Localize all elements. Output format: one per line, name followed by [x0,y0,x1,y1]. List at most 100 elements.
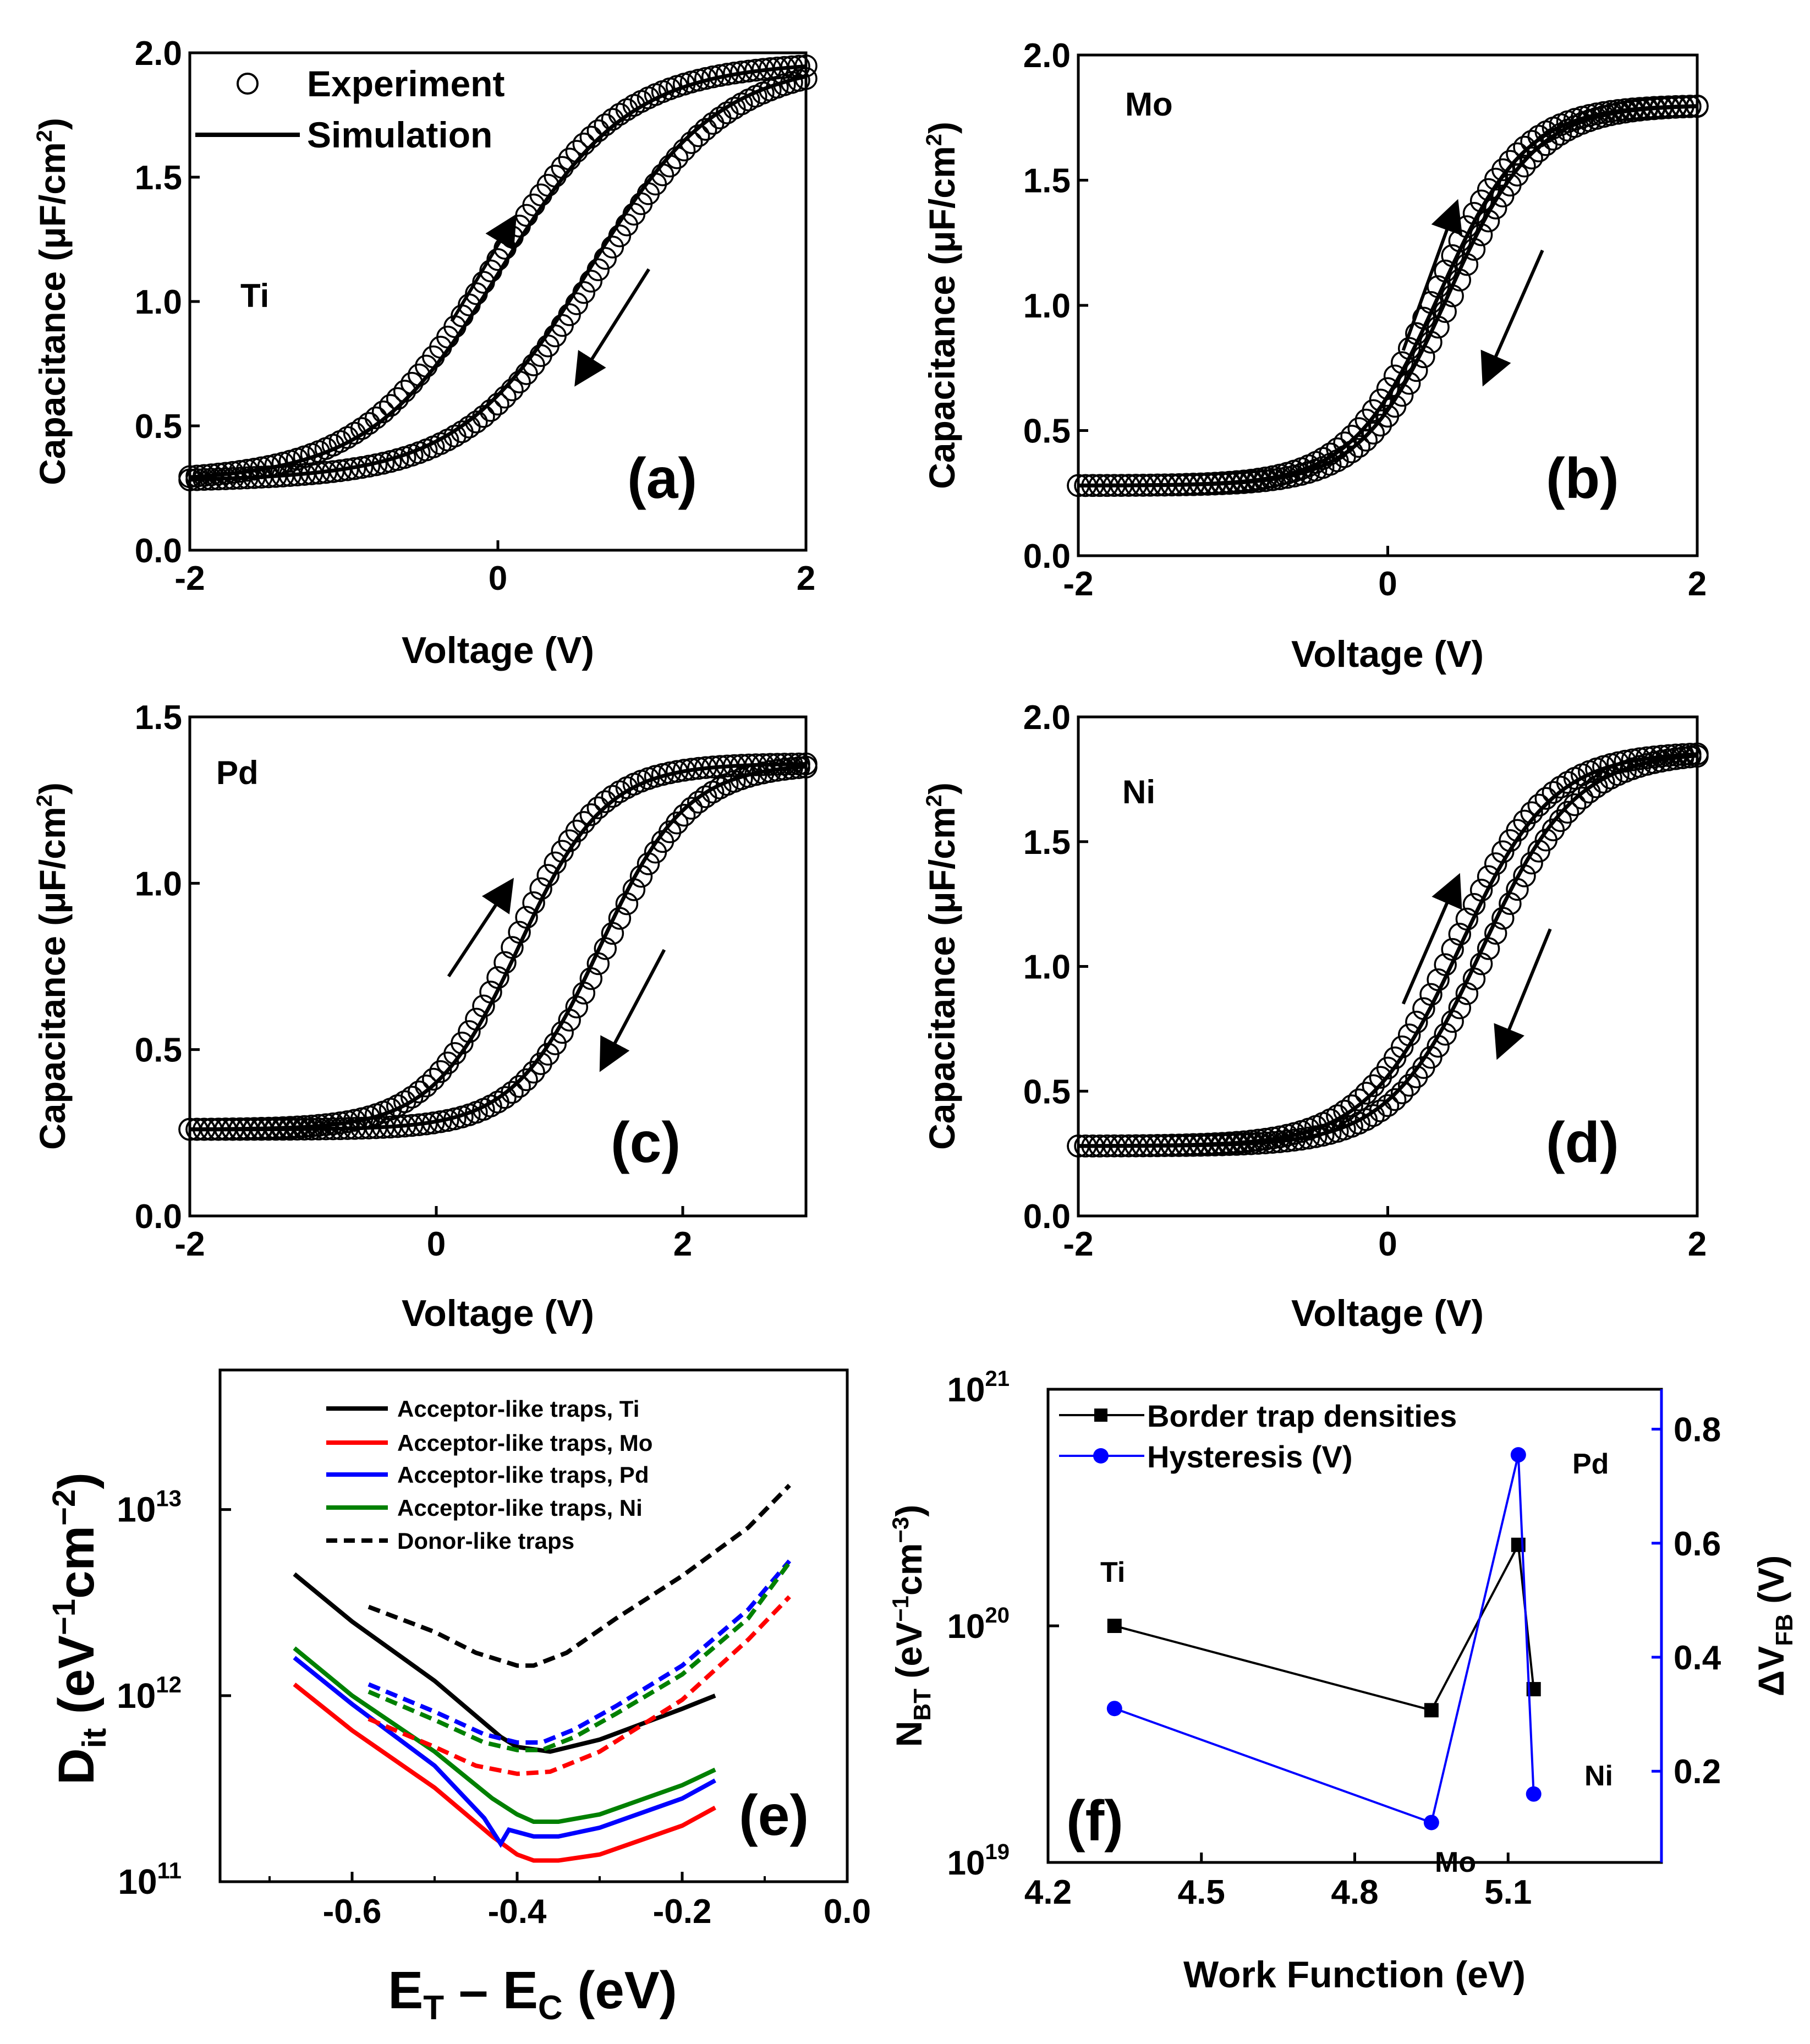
y-tick-label-left: 1019 [947,1840,1010,1882]
simulation-line [1078,753,1698,1148]
y-tick-label: 1.0 [1023,949,1071,987]
y-axis-label-right: ΔVFB (V) [1751,1555,1798,1696]
panel-label: (e) [739,1784,809,1848]
experiment-marker [1527,793,1550,817]
y-tick-label: 0.0 [135,1198,182,1236]
series-line [293,1646,716,1824]
x-axis-label: Voltage (V) [1291,633,1484,675]
data-point-square [1424,1703,1439,1718]
x-tick-label: 0 [1378,1225,1397,1263]
legend-label-mo: Acceptor-like traps, Mo [397,1430,652,1456]
experiment-marker [1520,801,1543,824]
data-layer [1067,742,1709,1158]
sweep-arrow-down [1480,249,1544,387]
tick-layer: 4.2 4.5 4.8 5.1 1019 1020 1021 0.2 0.4 0.6 0.8 [947,1367,1721,1911]
y-tick-label: 0.0 [135,532,182,570]
experiment-marker [1534,787,1558,810]
y-tick-label: 1.5 [135,699,182,737]
data-point-circle [1510,1447,1526,1463]
series-line [1114,1454,1535,1824]
y-tick-label: 0.5 [135,1032,182,1070]
legend-label-ni: Acceptor-like traps, Ni [397,1495,643,1521]
experiment-marker [400,1086,424,1109]
experiment-marker [1354,1082,1378,1105]
panel-label: (d) [1546,1111,1619,1175]
simulation-line [1078,104,1698,487]
experiment-marker [679,797,703,820]
y-tick-label-right: 0.8 [1674,1411,1721,1449]
x-tick-label: 0 [489,560,507,598]
plot-frame [1046,1388,1663,1864]
sweep-arrow-up [1401,873,1462,1005]
series-line [293,1656,716,1848]
x-tick-label: -0.4 [488,1893,547,1931]
metal-label: Ni [1122,774,1155,810]
panel-e: -0.6 -0.4 -0.2 0.0 1011 1012 1013 (e) ET – EC … [46,1368,871,2027]
y-axis-label: Capacitance (μF/cm2) [922,122,962,489]
y-tick-label: 2.0 [1023,699,1071,737]
experiment-marker [1354,429,1378,452]
simulation-line [189,74,807,482]
tick-layer: -2 0 2 0.0 0.5 1.0 1.5 2.0 [1023,37,1707,603]
y-tick-label-right: 0.6 [1674,1525,1721,1563]
experiment-marker [1376,1094,1400,1117]
experiment-marker [407,1080,431,1104]
series-line [368,1483,791,1668]
x-axis-label: Work Function (eV) [1183,1954,1526,1996]
point-label-mo: Mo [1435,1846,1476,1878]
experiment-marker [522,1060,545,1084]
panel-label: (b) [1546,447,1619,511]
y-tick-label: 0.5 [135,408,182,446]
experiment-marker [672,803,696,827]
legend-label-donor: Donor-like traps [397,1528,574,1554]
legend-marker-border-trap [1094,1409,1107,1422]
x-tick-label: 2 [797,560,815,598]
panel-a: -2 0 2 0.0 0.5 1.0 1.5 2.0 (a) Ti Voltage (V) C… [32,35,818,671]
experiment-marker [508,1075,531,1098]
y-tick-label: 0.5 [1023,413,1071,451]
simulation-line [1078,752,1698,1148]
simulation-line [190,764,807,1132]
y-tick-label: 2.0 [1023,37,1071,75]
y-tick-label: 1.5 [135,159,182,197]
legend-marker-hysteresis [1093,1448,1109,1464]
y-tick-label: 1.5 [1023,824,1071,862]
y-tick-label-right: 0.4 [1674,1639,1721,1677]
y-tick-label: 0.0 [1023,1198,1071,1236]
metal-label: Ti [240,277,269,314]
y-axis-label: Capacitance (μF/cm2) [922,782,962,1150]
legend-marker-experiment [237,73,259,95]
y-tick-label: 0.5 [1023,1073,1071,1111]
experiment-marker [1397,1073,1421,1097]
x-tick-label: -2 [1063,1225,1093,1263]
point-label-ti: Ti [1100,1557,1125,1588]
experiment-marker [601,785,624,808]
sweep-arrow-down [599,949,666,1072]
panel-label: (c) [611,1111,681,1175]
y-tick-label-right: 0.2 [1674,1753,1721,1791]
x-axis-label: ET – EC (eV) [388,1961,677,2027]
panel-b: -2 0 2 0.0 0.5 1.0 1.5 2.0 (b) Mo Voltage (V) C… [922,37,1709,675]
data-point-circle [1423,1815,1439,1831]
x-tick-label: -2 [174,560,205,598]
data-point-circle [1526,1786,1542,1802]
x-tick-label: 0 [1378,565,1397,603]
series-line [368,1595,791,1776]
experiment-marker [429,1060,452,1083]
data-layer [1067,94,1709,497]
x-axis-label: Voltage (V) [1291,1292,1484,1334]
data-layer [178,54,818,491]
y-tick-label-left: 1021 [947,1367,1010,1409]
panel-f: 4.2 4.5 4.8 5.1 1019 1020 1021 0.2 0.4 0.6 0.8 (f)… [887,1367,1798,1996]
y-axis-label: Capacitance (μF/cm2) [32,118,73,485]
experiment-marker [1549,809,1572,832]
y-tick-label-left: 1020 [947,1603,1010,1646]
y-tick-label: 2.0 [135,35,182,73]
x-tick-label: 4.2 [1024,1873,1072,1911]
experiment-marker [1347,417,1370,440]
x-tick-label: 4.8 [1331,1873,1378,1911]
x-tick-label: 2 [1688,1225,1707,1263]
panel-c: -2 0 2 0.0 0.5 1.0 1.5 (c) Pd Voltage (V) Capa… [32,699,818,1334]
sweep-arrow-down [1494,928,1552,1060]
